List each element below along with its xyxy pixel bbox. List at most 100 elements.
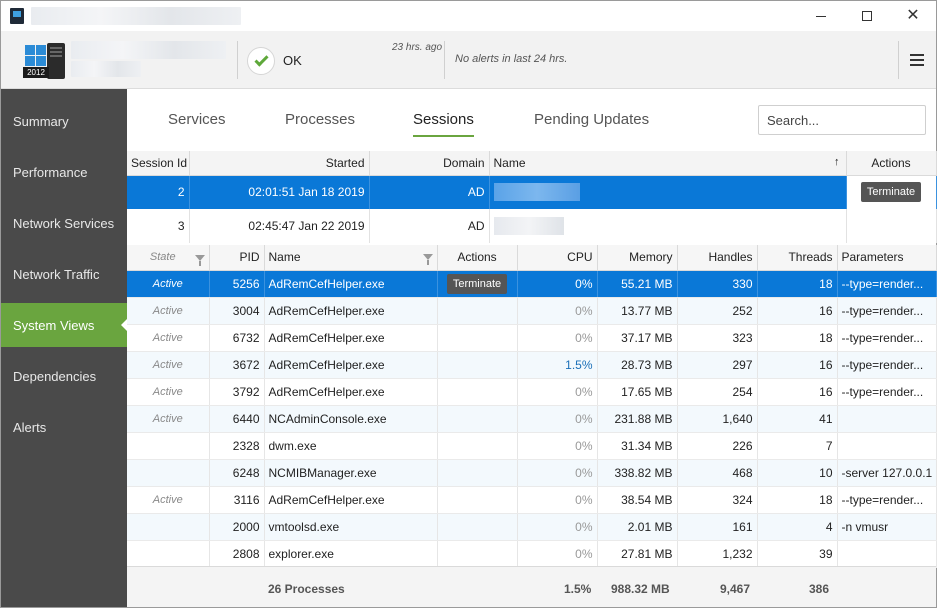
process-memory: 37.17 MB xyxy=(597,324,678,352)
process-handles: 254 xyxy=(677,378,758,406)
sidebar-item-performance[interactable]: Performance xyxy=(13,164,88,180)
session-actions: Terminate xyxy=(846,175,937,209)
process-actions xyxy=(437,405,518,433)
tab-pending-updates[interactable]: Pending Updates xyxy=(534,111,650,128)
search-input[interactable] xyxy=(758,105,926,135)
process-state: Active xyxy=(127,486,210,514)
column-header-parameters[interactable]: Parameters xyxy=(837,245,937,271)
session-row[interactable]: 2 02:01:51 Jan 18 2019 AD Terminate xyxy=(127,175,937,209)
process-threads: 41 xyxy=(757,405,838,433)
total-memory: 988.32 MB xyxy=(611,582,670,596)
process-state: Active xyxy=(127,378,210,406)
filter-icon[interactable] xyxy=(194,255,205,267)
process-pid: 3116 xyxy=(209,486,265,514)
process-cpu: 0% xyxy=(517,513,598,541)
process-cpu: 0% xyxy=(517,540,598,568)
process-memory: 231.88 MB xyxy=(597,405,678,433)
total-threads: 386 xyxy=(809,582,830,596)
column-header-session-id[interactable]: Session Id xyxy=(127,151,190,176)
process-state: Active xyxy=(127,324,210,352)
process-memory: 38.54 MB xyxy=(597,486,678,514)
process-row[interactable]: 6248 NCMIBManager.exe 0% 338.82 MB 468 10 -ser… xyxy=(127,459,937,487)
sidebar-item-network-services[interactable]: Network Services xyxy=(13,215,115,231)
process-row[interactable]: 2328 dwm.exe 0% 31.34 MB 226 7 xyxy=(127,432,937,460)
column-header-state[interactable]: State xyxy=(127,245,210,271)
process-row[interactable]: Active 3672 AdRemCefHelper.exe 1.5% 28.73 MB… xyxy=(127,351,937,379)
process-row[interactable]: Active 3792 AdRemCefHelper.exe 0% 17.65 MB 25… xyxy=(127,378,937,406)
process-pid: 6440 xyxy=(209,405,265,433)
column-header-cpu[interactable]: CPU xyxy=(517,245,598,271)
session-row[interactable]: 3 02:45:47 Jan 22 2019 AD xyxy=(127,209,937,243)
process-row[interactable]: Active 6440 NCAdminConsole.exe 0% 231.88 MB 1… xyxy=(127,405,937,433)
process-parameters xyxy=(837,405,937,433)
process-row[interactable]: 2808 explorer.exe 0% 27.81 MB 1,232 39 xyxy=(127,540,937,568)
process-parameters: -n vmusr xyxy=(837,513,937,541)
process-pid: 3004 xyxy=(209,297,265,325)
sidebar-item-alerts[interactable]: Alerts xyxy=(13,419,47,435)
column-header-pid[interactable]: PID xyxy=(209,245,265,271)
process-handles: 297 xyxy=(677,351,758,379)
column-header-actions: Actions xyxy=(437,245,518,271)
tab-processes[interactable]: Processes xyxy=(285,111,356,128)
close-button[interactable]: ✕ xyxy=(890,1,936,31)
sidebar-item-dependencies[interactable]: Dependencies xyxy=(13,368,97,384)
column-header-process-name[interactable]: Name xyxy=(264,245,438,271)
process-handles: 468 xyxy=(677,459,758,487)
column-header-name[interactable]: Name ↑ xyxy=(489,151,847,176)
process-memory: 13.77 MB xyxy=(597,297,678,325)
session-domain: AD xyxy=(369,175,490,209)
process-memory: 338.82 MB xyxy=(597,459,678,487)
process-name: AdRemCefHelper.exe xyxy=(264,351,438,379)
close-icon: ✕ xyxy=(906,7,920,24)
process-state xyxy=(127,459,210,487)
maximize-button[interactable] xyxy=(844,1,890,31)
process-state: Active xyxy=(127,297,210,325)
process-name: vmtoolsd.exe xyxy=(264,513,438,541)
sidebar-item-summary[interactable]: Summary xyxy=(13,113,69,129)
sidebar-item-system-views[interactable]: System Views xyxy=(1,303,127,347)
process-parameters xyxy=(837,432,937,460)
process-name: dwm.exe xyxy=(264,432,438,460)
process-handles: 323 xyxy=(677,324,758,352)
process-parameters: --type=render... xyxy=(837,378,937,406)
process-row[interactable]: Active 5256 AdRemCefHelper.exe Terminate 0% 5… xyxy=(127,270,937,298)
process-pid: 5256 xyxy=(209,270,265,298)
terminate-session-button[interactable]: Terminate xyxy=(860,182,922,203)
process-cpu: 0% xyxy=(517,486,598,514)
process-row[interactable]: Active 6732 AdRemCefHelper.exe 0% 37.17 MB 32… xyxy=(127,324,937,352)
total-cpu: 1.5% xyxy=(564,582,592,596)
check-icon xyxy=(253,51,269,67)
process-memory: 55.21 MB xyxy=(597,270,678,298)
process-cpu: 1.5% xyxy=(517,351,598,379)
status-text: OK xyxy=(283,53,302,68)
process-row[interactable]: Active 3004 AdRemCefHelper.exe 0% 13.77 MB 25… xyxy=(127,297,937,325)
process-state: Active xyxy=(127,405,210,433)
process-actions xyxy=(437,459,518,487)
redacted-title xyxy=(31,7,241,25)
tab-sessions[interactable]: Sessions xyxy=(413,111,474,137)
column-header-threads[interactable]: Threads xyxy=(757,245,838,271)
process-row[interactable]: 2000 vmtoolsd.exe 0% 2.01 MB 161 4 -n vmusr xyxy=(127,513,937,541)
filter-icon[interactable] xyxy=(422,254,433,266)
process-threads: 7 xyxy=(757,432,838,460)
column-header-started[interactable]: Started xyxy=(189,151,370,176)
process-pid: 3792 xyxy=(209,378,265,406)
process-row[interactable]: Active 3116 AdRemCefHelper.exe 0% 38.54 MB 32… xyxy=(127,486,937,514)
tab-services[interactable]: Services xyxy=(168,111,226,128)
process-actions xyxy=(437,378,518,406)
column-header-domain[interactable]: Domain xyxy=(369,151,490,176)
sidebar-item-network-traffic[interactable]: Network Traffic xyxy=(13,266,100,282)
alerts-summary: No alerts in last 24 hrs. xyxy=(455,53,568,65)
process-cpu: 0% xyxy=(517,459,598,487)
maximize-icon xyxy=(862,11,872,21)
process-cpu: 0% xyxy=(517,270,598,298)
terminate-process-button[interactable]: Terminate xyxy=(446,273,508,294)
process-cpu: 0% xyxy=(517,432,598,460)
session-domain: AD xyxy=(369,209,490,243)
column-header-memory[interactable]: Memory xyxy=(597,245,678,271)
minimize-button[interactable] xyxy=(798,1,844,31)
column-header-handles[interactable]: Handles xyxy=(677,245,758,271)
session-name xyxy=(489,175,847,209)
hamburger-menu-icon[interactable] xyxy=(910,54,924,66)
session-id: 2 xyxy=(127,175,190,209)
